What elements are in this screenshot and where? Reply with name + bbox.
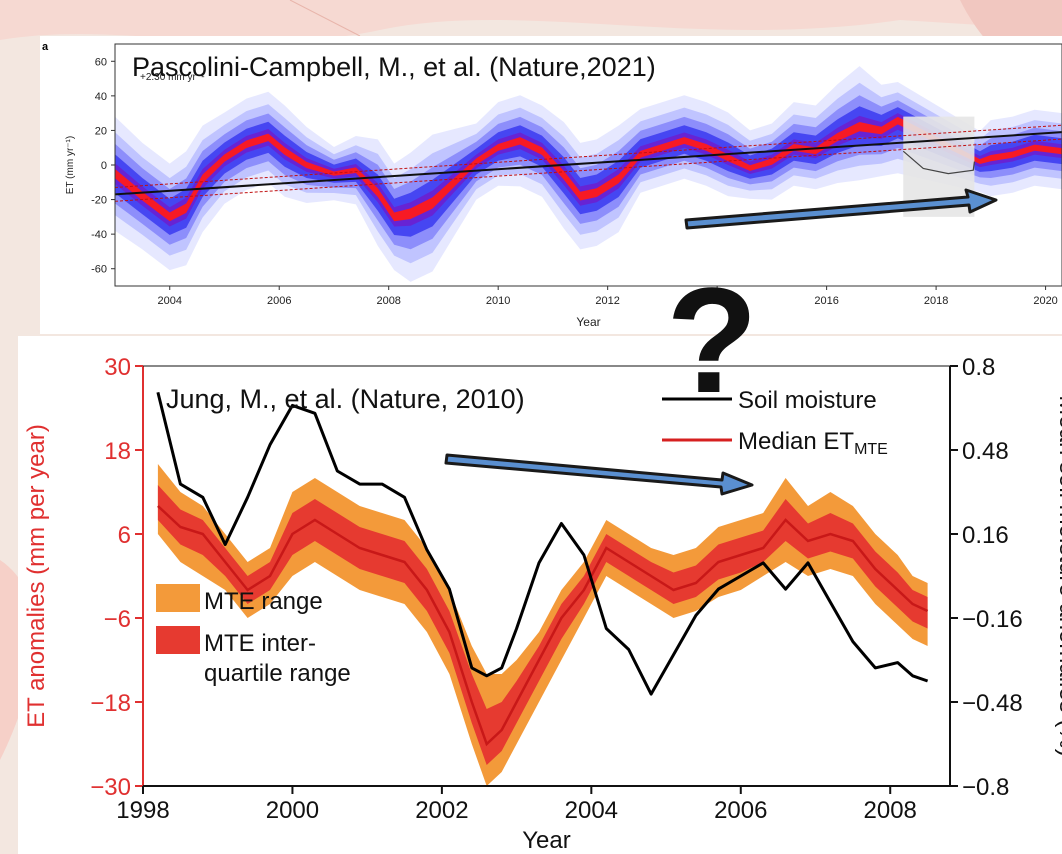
mte-iqr-band bbox=[157, 485, 928, 765]
question-mark: ? bbox=[666, 256, 758, 424]
left-y-ticks: 30 18 6 −6 −18 −30 bbox=[90, 354, 143, 801]
right-y-tick-label: 0.16 bbox=[962, 522, 1009, 549]
bottom-trend-arrow bbox=[444, 453, 754, 496]
top-y-axis-label: ET (mm yr⁻¹) bbox=[65, 136, 76, 194]
median-et-path bbox=[157, 505, 929, 747]
top-citation: Pascolini-Campbell, M., et al. (Nature,2… bbox=[132, 52, 656, 82]
trend-line bbox=[114, 131, 1062, 196]
bottom-x-axis-label: Year bbox=[522, 827, 571, 854]
left-y-tick-label: −18 bbox=[90, 690, 131, 717]
top-x-ticks: 2004 2006 2008 2010 2012 2014 2016 2018 2020 bbox=[157, 286, 1058, 307]
top-x-tick-label: 2004 bbox=[157, 295, 181, 307]
legend-range-label: MTE range bbox=[204, 588, 323, 615]
legend-top: Soil moisture Median ETMTE bbox=[662, 387, 888, 458]
top-y-tick-label: 0 bbox=[101, 160, 107, 172]
legend-median-label: Median ETMTE bbox=[738, 428, 888, 458]
top-trend-line bbox=[114, 124, 1062, 202]
legend-iqr-label-2: quartile range bbox=[204, 660, 351, 687]
top-x-axis-label: Year bbox=[576, 315, 600, 329]
top-chart-panel: a 60 40 20 0 -20 -40 -60 2004 2006 2008 2010 2012 2… bbox=[40, 36, 1062, 334]
ensemble-band-5 bbox=[115, 116, 1062, 222]
top-y-tick-label: -20 bbox=[91, 195, 107, 207]
bottom-plot-frame bbox=[142, 365, 951, 787]
top-x-tick-label: 2008 bbox=[376, 295, 400, 307]
trend-ci-upper bbox=[114, 124, 1062, 188]
legend-iqr-swatch bbox=[156, 626, 200, 654]
left-y-tick-label: 30 bbox=[104, 354, 131, 381]
top-x-tick-label: 2012 bbox=[595, 295, 619, 307]
legend-bottom: MTE range MTE inter- quartile range bbox=[156, 584, 351, 687]
top-y-tick-label: 60 bbox=[95, 56, 107, 68]
bottom-x-tick-label: 2002 bbox=[415, 797, 468, 824]
top-x-tick-label: 2006 bbox=[267, 295, 291, 307]
legend-soil-label: Soil moisture bbox=[738, 387, 877, 414]
bottom-x-tick-label: 2004 bbox=[565, 797, 618, 824]
right-y-tick-label: 0.48 bbox=[962, 438, 1009, 465]
top-y-tick-label: 20 bbox=[95, 125, 107, 137]
trend-ci-lower bbox=[114, 138, 1062, 202]
right-y-ticks: 0.8 0.48 0.16 −0.16 −0.48 −0.8 bbox=[950, 354, 1023, 801]
gap-line bbox=[902, 150, 976, 175]
left-y-tick-label: 6 bbox=[118, 522, 131, 549]
map-region-top bbox=[0, 0, 1062, 42]
top-y-tick-label: -60 bbox=[91, 264, 107, 276]
left-y-tick-label: 18 bbox=[104, 438, 131, 465]
bottom-citation: Jung, M., et al. (Nature, 2010) bbox=[166, 384, 525, 414]
top-y-tick-label: 40 bbox=[95, 91, 107, 103]
right-y-tick-label: 0.8 bbox=[962, 354, 995, 381]
right-y-tick-label: −0.16 bbox=[962, 606, 1023, 633]
top-x-tick-label: 2014 bbox=[705, 295, 729, 307]
soil-moisture-path bbox=[156, 391, 929, 696]
soil-moisture-line bbox=[156, 391, 929, 696]
bottom-x-tick-label: 2008 bbox=[864, 797, 917, 824]
mte-iqr-area bbox=[157, 485, 928, 765]
map-border-line bbox=[289, 0, 361, 37]
bottom-x-tick-label: 2006 bbox=[714, 797, 767, 824]
right-y-tick-label: −0.48 bbox=[962, 690, 1023, 717]
bottom-x-ticks: 1998 2000 2002 2004 2006 2008 bbox=[116, 786, 917, 824]
median-et-line bbox=[157, 505, 929, 747]
right-y-axis-label: Mean soil moisture anomalies (%) bbox=[1054, 395, 1062, 756]
left-y-tick-label: −30 bbox=[90, 774, 131, 801]
panel-label: a bbox=[42, 41, 49, 53]
bottom-chart-panel: 30 18 6 −6 −18 −30 0.8 0.48 0.16 −0.16 −0.48 −0.8 … bbox=[18, 336, 1062, 854]
top-x-tick-label: 2010 bbox=[486, 295, 510, 307]
trend-annotation: +2.30 mm yr⁻¹ bbox=[140, 72, 205, 83]
top-trend-arrow bbox=[684, 188, 998, 230]
left-y-axis-label: ET anomalies (mm per year) bbox=[23, 424, 50, 728]
top-y-ticks: 60 40 20 0 -20 -40 -60 bbox=[91, 56, 115, 276]
right-y-tick-label: −0.8 bbox=[962, 774, 1009, 801]
legend-range-swatch bbox=[156, 584, 200, 612]
left-y-tick-label: −6 bbox=[104, 606, 131, 633]
top-x-tick-label: 2020 bbox=[1033, 295, 1057, 307]
bottom-x-tick-label: 1998 bbox=[116, 797, 169, 824]
top-x-tick-label: 2016 bbox=[814, 295, 838, 307]
legend-iqr-label-1: MTE inter- bbox=[204, 630, 316, 657]
bottom-x-tick-label: 2000 bbox=[266, 797, 319, 824]
top-y-tick-label: -40 bbox=[91, 229, 107, 241]
top-x-tick-label: 2018 bbox=[924, 295, 948, 307]
